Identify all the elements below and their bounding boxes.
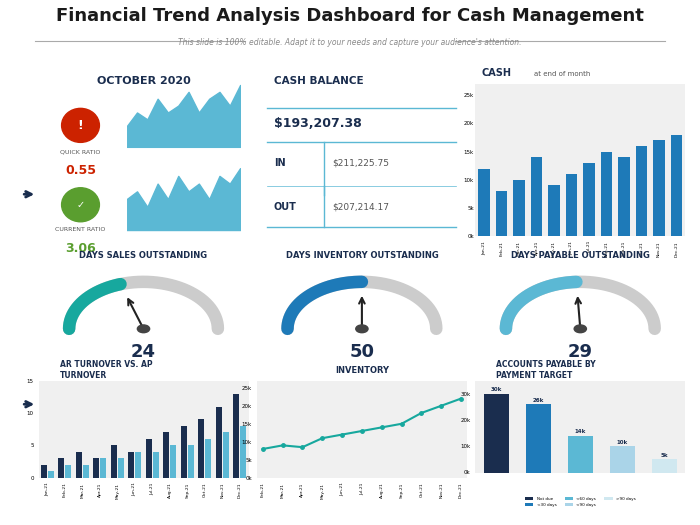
Bar — [601, 152, 612, 236]
Bar — [58, 458, 64, 478]
Bar — [76, 452, 82, 478]
Bar — [636, 146, 648, 236]
Bar — [526, 404, 551, 472]
Bar — [198, 419, 204, 478]
Bar — [111, 445, 117, 478]
Text: 50: 50 — [349, 343, 375, 361]
Bar — [496, 191, 508, 236]
Text: QUICK RATIO: QUICK RATIO — [60, 149, 101, 154]
Text: $207,214.17: $207,214.17 — [332, 202, 389, 211]
Bar — [170, 445, 176, 478]
Bar — [548, 185, 560, 236]
Text: CASH: CASH — [482, 68, 512, 79]
Bar — [566, 174, 578, 236]
Text: CURRENT RATIO: CURRENT RATIO — [55, 227, 106, 232]
Text: 10k: 10k — [617, 440, 628, 445]
Text: 5k: 5k — [661, 453, 668, 458]
Text: WORKING CAPITAL: WORKING CAPITAL — [8, 117, 17, 198]
Text: $193,207.38: $193,207.38 — [274, 117, 361, 130]
Text: DAYS SALES OUTSTANDING: DAYS SALES OUTSTANDING — [79, 251, 208, 260]
Bar — [65, 465, 71, 478]
Bar — [48, 471, 54, 478]
Bar — [671, 135, 682, 236]
Text: 30k: 30k — [491, 387, 502, 393]
Text: ✓: ✓ — [76, 200, 85, 210]
Text: This slide is 100% editable. Adapt it to your needs and capture your audience's : This slide is 100% editable. Adapt it to… — [178, 38, 522, 47]
Bar — [484, 394, 509, 472]
Bar — [610, 446, 635, 472]
Text: AR TURNOVER VS. AP
TURNOVER: AR TURNOVER VS. AP TURNOVER — [60, 361, 152, 380]
Text: !: ! — [78, 119, 83, 132]
Circle shape — [574, 325, 587, 333]
Bar — [100, 458, 106, 478]
Circle shape — [62, 108, 99, 142]
Bar — [513, 180, 525, 236]
Text: 0.55: 0.55 — [65, 164, 96, 177]
Bar — [531, 158, 542, 236]
Bar — [568, 436, 593, 473]
Bar — [153, 452, 159, 478]
Bar — [233, 394, 239, 478]
Text: CASH BALANCE: CASH BALANCE — [274, 76, 363, 86]
Bar — [583, 163, 595, 236]
Text: DAYS PAYABLE OUTSTANDING: DAYS PAYABLE OUTSTANDING — [511, 251, 650, 260]
Text: 24: 24 — [131, 343, 156, 361]
Text: at end of month: at end of month — [534, 70, 591, 77]
Text: 3.06: 3.06 — [65, 242, 96, 255]
Legend: Not due, <30 days, <60 days, <90 days, >90 days: Not due, <30 days, <60 days, <90 days, >… — [523, 496, 638, 509]
Bar — [93, 458, 99, 478]
Bar — [188, 445, 194, 478]
Bar — [146, 439, 152, 478]
Bar — [181, 426, 187, 478]
Text: OCTOBER 2020: OCTOBER 2020 — [97, 76, 190, 86]
Text: Financial Trend Analysis Dashboard for Cash Management: Financial Trend Analysis Dashboard for C… — [56, 7, 644, 25]
Bar — [653, 140, 665, 236]
Bar — [118, 458, 124, 478]
Circle shape — [137, 325, 150, 333]
Bar — [83, 465, 89, 478]
Text: IN: IN — [274, 158, 286, 168]
Text: 29: 29 — [568, 343, 593, 361]
Bar — [135, 452, 141, 478]
Text: ACCOUNTS PAYABLE BY
PAYMENT TARGET: ACCOUNTS PAYABLE BY PAYMENT TARGET — [496, 361, 596, 380]
Text: CASH CONVERSION: CASH CONVERSION — [8, 358, 17, 440]
Bar — [205, 439, 211, 478]
Bar — [41, 465, 47, 478]
Text: 26k: 26k — [533, 398, 544, 403]
Bar — [240, 426, 246, 478]
Bar — [478, 169, 490, 236]
Text: DAYS INVENTORY OUTSTANDING: DAYS INVENTORY OUTSTANDING — [286, 251, 438, 260]
Bar — [652, 459, 677, 472]
Text: INVENTORY: INVENTORY — [335, 365, 389, 375]
Text: $211,225.75: $211,225.75 — [332, 159, 389, 167]
Bar — [223, 433, 229, 478]
Bar — [163, 433, 169, 478]
Bar — [618, 158, 630, 236]
Text: OUT: OUT — [274, 202, 297, 212]
Bar — [128, 452, 134, 478]
Bar — [216, 406, 222, 478]
Text: 14k: 14k — [575, 429, 586, 435]
Circle shape — [356, 325, 368, 333]
Circle shape — [62, 188, 99, 222]
